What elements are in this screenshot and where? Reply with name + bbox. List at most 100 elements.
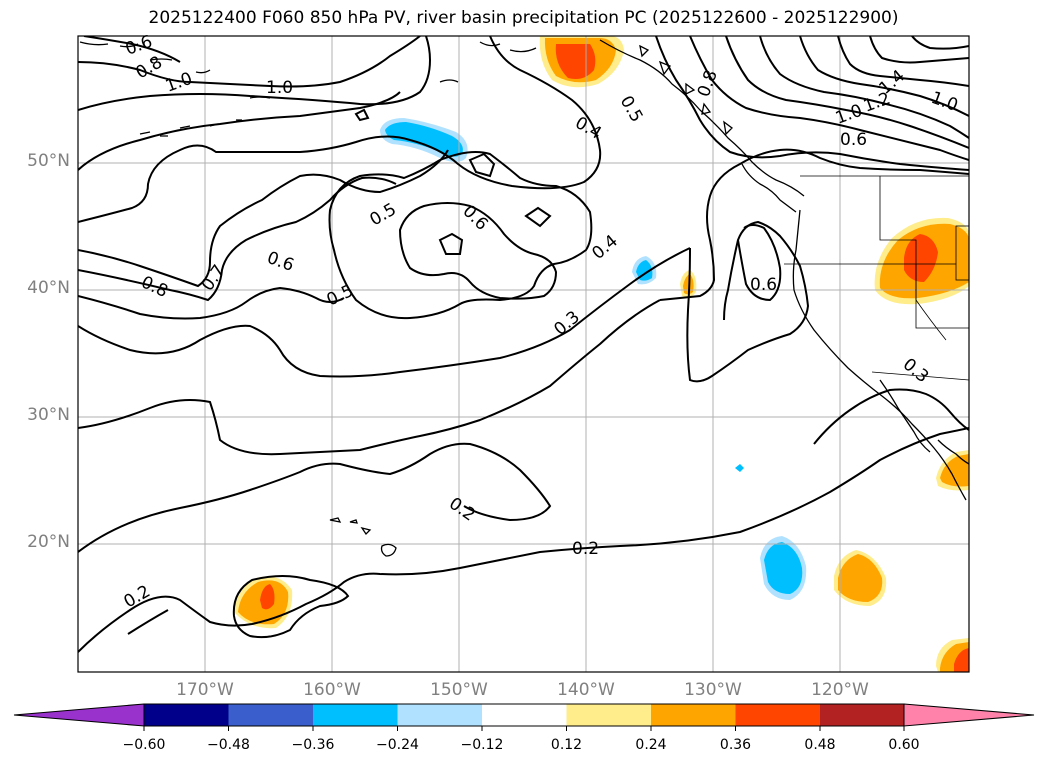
coastline-alaska-panhandle [599,39,805,197]
colorbar-tick-label: 0.24 [635,737,667,753]
contour-east-nested-8 [911,36,969,50]
contour-closed-small-1 [438,232,464,255]
colorbar-tick-label: −0.24 [376,737,419,753]
precip-positive-regions [234,36,969,672]
map-area [78,36,969,672]
contour-label: 0.6 [264,248,296,276]
colorbar-segment [313,704,398,726]
border-box-east [955,225,969,281]
precip-region-subtropical-east-core [838,554,883,602]
state-borders [784,175,969,381]
contour-ridge-west [78,149,449,288]
map-frame [77,35,970,673]
contour-label: 1.0 [833,101,865,129]
contour-east-nested-5 [799,36,969,117]
contour-label: 0.8 [694,67,722,99]
contour-label: 0.6 [840,130,867,150]
lat-label-50n: 50°N [27,151,70,171]
colorbar-tick-label: −0.36 [291,737,335,753]
contour-trough-outer [659,148,969,301]
colorbar-segment [482,704,567,726]
contour-label: 0.6 [750,275,777,295]
precip-region-south-corner-peak [954,648,969,672]
contour-label: 0.5 [324,281,357,311]
precip-region-small-140w-core [683,274,694,295]
contour-band-0-2-inner [127,609,169,635]
contour-southeast-loop [813,388,969,445]
contour-east-nested-2 [689,36,969,161]
coastline-us-west [792,209,967,501]
coastline-mexico [937,439,969,465]
contour-closed-small-2 [468,152,496,178]
lon-label-140w: 140°W [557,680,615,700]
colorbar-segment [651,704,736,726]
contour-central-loop-2 [398,202,558,300]
contour-northern-band [78,36,602,223]
coastline-hawaii [329,517,397,557]
colorbar-tick-label: −0.48 [207,737,250,753]
contour-trough-east-2 [737,224,782,302]
border-us-mexico [871,371,969,381]
colorbar-tick-label: 0.48 [804,737,836,753]
contour-ridge-mid [78,176,397,302]
colorbar-segment [397,704,482,726]
colorbar-tick-label: 0.36 [719,737,752,753]
contour-trough-east-1 [686,220,810,383]
contour-label: 0.8 [133,52,166,83]
contour-hawaii-loop [232,575,350,639]
map-title: 2025122400 F060 850 hPa PV, river basin … [148,8,899,28]
contour-band-0-5 [78,286,345,320]
pv-contours [78,36,969,653]
lat-label-20n: 20°N [27,532,70,552]
lon-label-150w: 150°W [430,680,488,700]
contour-band-0-2-south [78,427,969,653]
colorbar-tick-label: 0.12 [550,737,583,753]
contour-label: 0.2 [445,494,479,526]
contour-label: 0.5 [367,199,400,230]
lon-label-130w: 130°W [684,680,742,700]
coastline-aleutian-dots [139,119,242,137]
precip-region-alaska-coast-peak [555,44,596,79]
lat-label-40n: 40°N [27,278,70,298]
contour-label: 1.0 [928,88,960,116]
coastline-gulf-alaska-islands [439,41,537,83]
precip-region-california-peak [904,234,938,282]
contour-band-0-3 [78,299,661,456]
colorbar-segment [820,704,904,726]
contour-aleutian-low [78,91,401,171]
colorbar-tick-label: −0.60 [122,737,166,753]
contour-northwest-1 [83,36,181,63]
contour-east-nested-3 [725,36,969,149]
coastline-aleutians [79,41,271,99]
border-nevada [915,264,947,341]
coastline-british-columbia [741,163,797,213]
coastline-baja [879,379,931,453]
colorbar-extend-low [13,703,145,727]
colorbar [13,703,1035,731]
precip-region-small-negative-40n-core [636,260,653,281]
graticule [78,36,969,672]
contour-label: 0.4 [572,113,605,144]
contour-label: 0.2 [121,581,154,612]
lon-label-160w: 160°W [303,680,361,700]
coastline-alaska-islands [639,44,733,136]
border-oregon-idaho [879,176,969,329]
contour-east-nested-7 [869,36,969,64]
colorbar-tick-label: −0.12 [460,737,504,753]
contour-closed-small-4 [354,108,370,122]
contour-northwest-3 [78,36,432,111]
contour-east-nested-1 [655,36,969,171]
lat-label-30n: 30°N [27,405,70,425]
colorbar-extend-high [903,703,1035,727]
precip-region-hawaii-west-peak [260,584,275,610]
contour-closed-small-3 [524,206,552,228]
colorbar-segment [144,704,229,726]
precip-region-mexico-coast-core [940,454,969,487]
contour-label: 1.0 [163,69,195,97]
contour-label: 0.5 [616,93,647,126]
precip-region-tiny-negative [735,464,744,472]
contour-band-0-2 [78,442,552,553]
colorbar-segment [735,704,820,726]
contour-label: 0.3 [550,307,584,340]
